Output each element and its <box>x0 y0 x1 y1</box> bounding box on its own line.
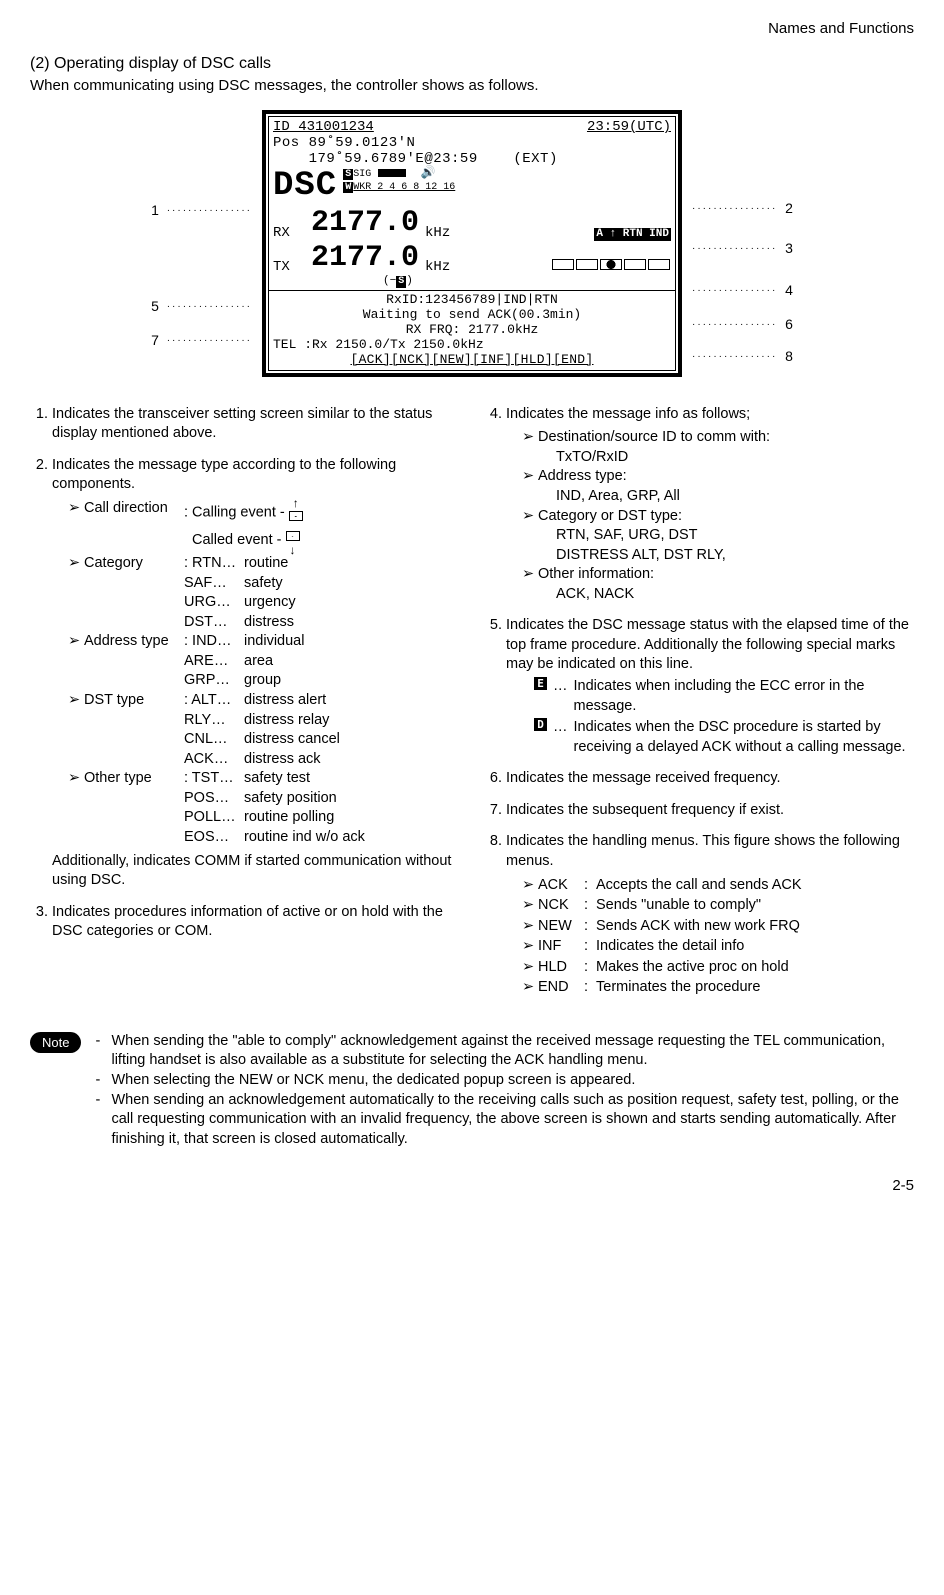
right-column: Indicates the message info as follows; ➢… <box>484 405 914 1010</box>
n4-item: ➢Address type:IND, Area, GRP, All <box>522 467 914 506</box>
e-mark-icon: E <box>534 677 547 690</box>
item-6: Indicates the message received frequency… <box>506 769 914 789</box>
lcd-id: ID 431001234 <box>273 119 374 135</box>
n8-item: ➢HLD:Makes the active proc on hold <box>522 958 914 978</box>
lcd-rx-label: RX <box>273 225 303 241</box>
page-header: Names and Functions <box>30 20 914 37</box>
item-5: Indicates the DSC message status with th… <box>506 616 914 757</box>
lcd-status: Waiting to send ACK(00.3min) <box>273 308 671 323</box>
section-num: (2) <box>30 55 50 72</box>
callout-7: 7 ················ <box>151 332 252 348</box>
dst-row: CNL…distress cancel <box>184 730 460 750</box>
callout-8: ················ 8 <box>692 348 793 364</box>
lcd-rx-val: 2177.0 <box>311 206 419 241</box>
lcd-pos2: 179˚59.6789'E@23:59 (EXT) <box>273 151 671 167</box>
dst-row: RLY…distress relay <box>184 711 460 731</box>
other-row: POLL…routine polling <box>184 808 460 828</box>
item-2: Indicates the message type according to … <box>52 456 460 891</box>
n8-item: ➢INF:Indicates the detail info <box>522 937 914 957</box>
item-4: Indicates the message info as follows; ➢… <box>506 405 914 605</box>
lcd-rxfrq: RX FRQ: 2177.0kHz <box>273 323 671 338</box>
lcd-wkr: WWKR 2 4 6 8 12 16 <box>343 180 671 193</box>
address-row: ARE…area <box>184 652 460 672</box>
lcd-mode: DSC <box>273 167 337 206</box>
lcd-screen: ID 431001234 23:59(UTC) Pos 89˚59.0123'N… <box>262 110 682 377</box>
page-number: 2-5 <box>30 1177 914 1194</box>
n8-item: ➢END:Terminates the procedure <box>522 978 914 998</box>
note-block: Note -When sending the "able to comply" … <box>30 1032 914 1149</box>
address-row: : IND…individual <box>184 632 460 652</box>
note-item: -When selecting the NEW or NCK menu, the… <box>95 1071 914 1091</box>
item-1: Indicates the transceiver setting screen… <box>52 405 460 444</box>
callout-6: ················ 6 <box>692 316 793 332</box>
other-row: EOS…routine ind w/o ack <box>184 828 460 848</box>
item-8: Indicates the handling menus. This figur… <box>506 832 914 998</box>
note-item: -When sending the "able to comply" ackno… <box>95 1032 914 1071</box>
lcd-proc-boxes <box>551 258 671 275</box>
note-item: -When sending an acknowledgement automat… <box>95 1091 914 1150</box>
callout-1: 1 ················ <box>151 202 252 218</box>
n8-item: ➢NEW:Sends ACK with new work FRQ <box>522 917 914 937</box>
category-row: URG…urgency <box>184 593 460 613</box>
category-row: SAF…safety <box>184 574 460 594</box>
lcd-menu: [ACK][NCK][NEW][INF][HLD][END] <box>273 353 671 368</box>
section-text: Operating display of DSC calls <box>54 55 271 72</box>
lcd-clock: 23:59(UTC) <box>587 119 671 135</box>
n4-item: ➢Destination/source ID to comm with:TxTO… <box>522 428 914 467</box>
n4-item: ➢Other information:ACK, NACK <box>522 565 914 604</box>
other-row: POS…safety position <box>184 789 460 809</box>
callout-5: 5 ················ <box>151 298 252 314</box>
mail-down-icon <box>286 531 300 541</box>
callout-4: ················ 4 <box>692 282 793 298</box>
category-row: DST…distress <box>184 613 460 633</box>
lcd-rxid: RxID:123456789|IND|RTN <box>273 293 671 308</box>
item-7: Indicates the subsequent frequency if ex… <box>506 801 914 821</box>
mail-up-icon <box>289 511 303 521</box>
lcd-tx-val: 2177.0 <box>311 241 419 276</box>
lcd-diagram: 1 ················ 5 ················ 7 … <box>132 110 812 377</box>
lcd-msgtype: A ↑ RTN IND <box>594 228 671 241</box>
left-column: Indicates the transceiver setting screen… <box>30 405 460 1010</box>
item-2-tail: Additionally, indicates COMM if started … <box>52 852 460 891</box>
dst-row: ACK…distress ack <box>184 750 460 770</box>
n4-item: ➢Category or DST type:RTN, SAF, URG, DST… <box>522 507 914 566</box>
n8-item: ➢ACK:Accepts the call and sends ACK <box>522 876 914 896</box>
note-badge: Note <box>30 1032 81 1053</box>
n8-item: ➢NCK:Sends "unable to comply" <box>522 896 914 916</box>
section-title: (2) Operating display of DSC calls <box>30 55 914 73</box>
lcd-tx-unit: kHz <box>425 259 450 275</box>
callout-3: ················ 3 <box>692 240 793 256</box>
d-mark-icon: D <box>534 718 547 731</box>
category-row: : RTN…routine <box>184 554 460 574</box>
lcd-s-badge: (−S) <box>273 275 671 288</box>
section-sub: When communicating using DSC messages, t… <box>30 77 914 94</box>
address-row: GRP…group <box>184 671 460 691</box>
other-row: : TST…safety test <box>184 769 460 789</box>
lcd-pos1: Pos 89˚59.0123'N <box>273 135 671 151</box>
lcd-tx-label: TX <box>273 259 303 275</box>
lcd-sig: SSIG 🔊 <box>343 167 671 180</box>
dst-row: : ALT…distress alert <box>184 691 460 711</box>
callout-2: ················ 2 <box>692 200 793 216</box>
lcd-tel: TEL :Rx 2150.0/Tx 2150.0kHz <box>273 338 671 353</box>
lcd-rx-unit: kHz <box>425 225 450 241</box>
item-3: Indicates procedures information of acti… <box>52 903 460 942</box>
